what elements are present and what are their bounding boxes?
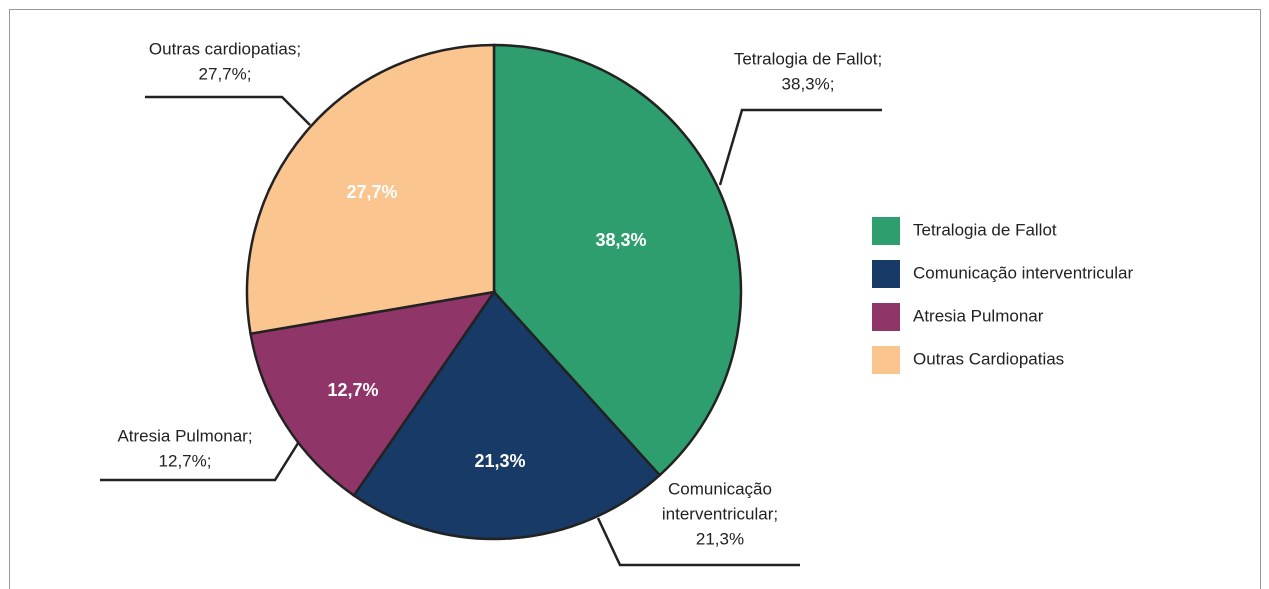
callout-label: interventricular; bbox=[662, 504, 778, 523]
callout-line bbox=[100, 439, 302, 482]
legend-label: Tetralogia de Fallot bbox=[913, 220, 1057, 239]
pie-slice bbox=[352, 289, 662, 541]
legend-swatch bbox=[872, 217, 900, 245]
callout-line bbox=[596, 517, 800, 567]
slice-label: 12,7% bbox=[327, 380, 378, 400]
callout-label: 27,7%; bbox=[199, 64, 252, 83]
callout-label: Outras cardiopatias; bbox=[149, 39, 301, 58]
legend-swatch bbox=[872, 303, 900, 331]
slice-label: 38,3% bbox=[595, 230, 646, 250]
pie-slice bbox=[492, 43, 743, 477]
legend-swatch bbox=[872, 346, 900, 374]
callout-label: 21,3% bbox=[696, 529, 744, 548]
pie-slice bbox=[245, 43, 496, 336]
legend-label: Outras Cardiopatias bbox=[913, 349, 1064, 368]
callout-line bbox=[145, 95, 311, 126]
frame bbox=[9, 9, 1261, 589]
callout-label: Atresia Pulmonar; bbox=[117, 426, 252, 445]
callout-line bbox=[718, 108, 882, 186]
callout-label: Tetralogia de Fallot; bbox=[734, 49, 882, 68]
legend-label: Comunicação interventricular bbox=[913, 263, 1133, 282]
legend-label: Atresia Pulmonar bbox=[913, 306, 1044, 325]
slice-label: 21,3% bbox=[474, 451, 525, 471]
callout-label: 38,3%; bbox=[782, 74, 835, 93]
pie-slice bbox=[249, 290, 497, 498]
slice-label: 27,7% bbox=[346, 182, 397, 202]
callout-label: 12,7%; bbox=[159, 451, 212, 470]
legend-swatch bbox=[872, 260, 900, 288]
callout-label: Comunicação bbox=[668, 479, 772, 498]
